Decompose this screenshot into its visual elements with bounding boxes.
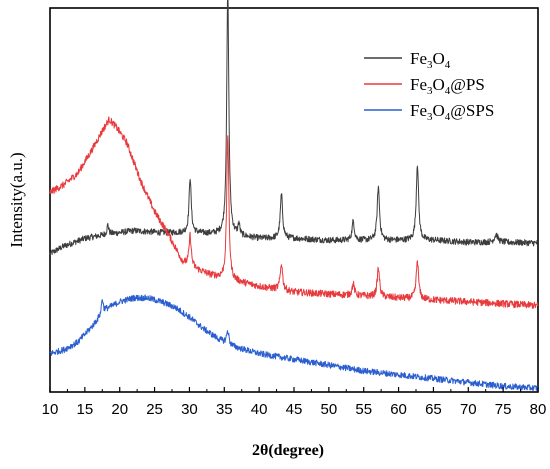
x-axis-ticks: 10 15 20 25 30 35 40 45 50 55 60 65 70 75 80 <box>42 387 547 418</box>
series-layer <box>49 0 539 392</box>
x-tick-label: 60 <box>390 401 407 418</box>
x-tick-label: 80 <box>530 401 547 418</box>
series-line-2 <box>49 294 539 392</box>
x-tick-label: 25 <box>146 401 163 418</box>
legend-label: Fe3O4 <box>410 49 451 71</box>
x-tick-label: 45 <box>286 401 303 418</box>
plot-frame <box>49 7 539 393</box>
legend: Fe3O4 Fe3O4@PS Fe3O4@SPS <box>364 49 494 123</box>
y-axis-title: Intensity(a.u.) <box>7 152 26 247</box>
x-tick-label: 20 <box>111 401 128 418</box>
x-tick-label: 50 <box>321 401 338 418</box>
x-tick-label: 75 <box>495 401 512 418</box>
legend-label: Fe3O4@PS <box>410 75 485 97</box>
x-tick-label: 55 <box>355 401 372 418</box>
plot-border <box>49 7 539 393</box>
x-tick-label: 10 <box>42 401 59 418</box>
x-tick-label: 35 <box>216 401 233 418</box>
x-tick-label: 65 <box>425 401 442 418</box>
x-tick-label: 30 <box>181 401 198 418</box>
x-tick-label: 70 <box>460 401 477 418</box>
legend-label: Fe3O4@SPS <box>410 101 494 123</box>
x-tick-label: 15 <box>77 401 94 418</box>
series-line-1 <box>49 116 539 309</box>
series-line-0 <box>49 0 539 256</box>
x-axis-title: 2θ(degree) <box>252 442 324 459</box>
x-tick-label: 40 <box>251 401 268 418</box>
